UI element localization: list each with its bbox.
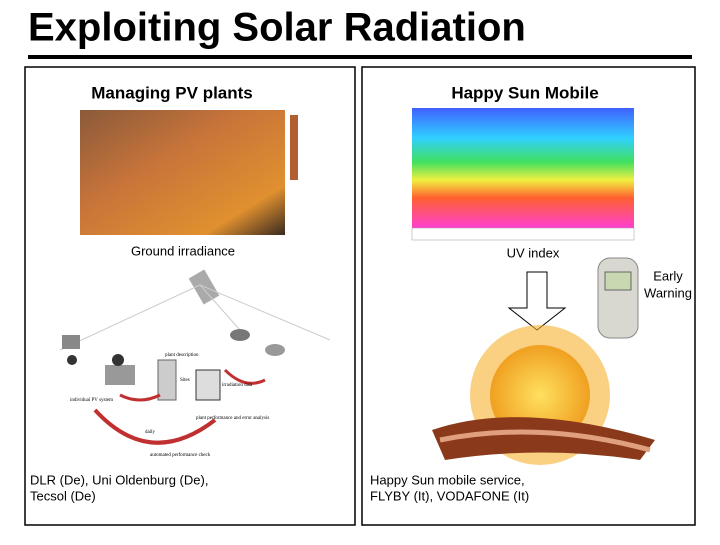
image-caption: UV index (507, 245, 560, 260)
image-caption: Ground irradiance (131, 243, 235, 258)
diagram-label: daily (145, 430, 155, 435)
phone-caption: Early (653, 268, 683, 283)
color-scale (290, 115, 298, 180)
footer-line: Tecsol (De) (30, 488, 96, 503)
footer-line: DLR (De), Uni Oldenburg (De), (30, 472, 208, 487)
phone-icon (597, 257, 639, 339)
satellite-image (80, 110, 285, 235)
footer-line: FLYBY (It), VODAFONE (It) (370, 488, 529, 503)
diagram-label: plant performance and error analysis (196, 416, 269, 421)
phone-caption: Warning (644, 285, 692, 300)
diagram-label: individual PV system (70, 398, 113, 403)
down-arrow (507, 271, 567, 331)
sun-clipart (432, 325, 655, 465)
pv-diagram (59, 269, 331, 445)
diagram-label: automated performance check (150, 453, 211, 458)
uv-scale (411, 227, 635, 241)
panel-heading: Happy Sun Mobile (451, 83, 598, 102)
left-panel (24, 66, 356, 526)
diagram-label: irradiation data (222, 383, 253, 388)
uv-map (412, 108, 634, 228)
diagram-label: Sites (180, 378, 190, 383)
panel-heading: Managing PV plants (91, 83, 253, 102)
footer-line: Happy Sun mobile service, (370, 472, 525, 487)
diagram-label: plant description (165, 353, 199, 358)
slide-title: Exploiting Solar Radiation (28, 6, 526, 50)
right-panel (361, 66, 696, 526)
